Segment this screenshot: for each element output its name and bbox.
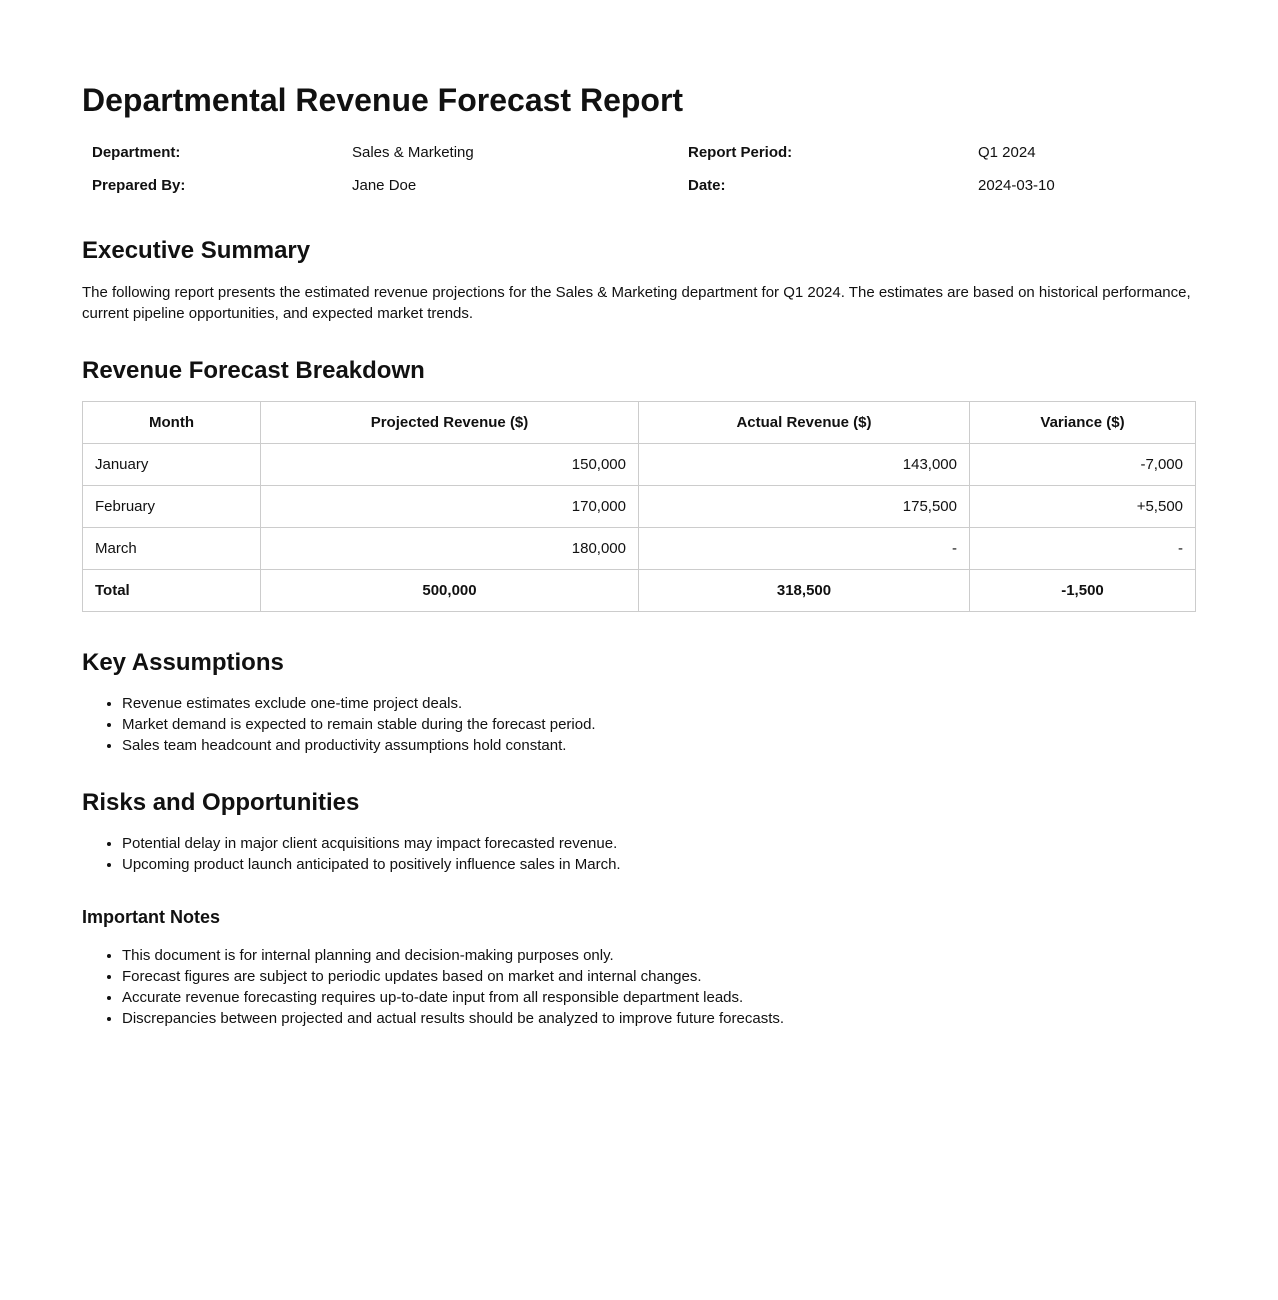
section-heading: Executive Summary	[82, 237, 311, 264]
list-item: This document is for internal planning a…	[122, 945, 1196, 966]
table-row: January 150,000 143,000 -7,000	[82, 443, 1196, 486]
cell-month: March	[82, 527, 261, 570]
list-item: Forecast figures are subject to periodic…	[122, 966, 1196, 987]
notes-list: This document is for internal planning a…	[82, 945, 1196, 1029]
table-row: February 170,000 175,500 +5,500	[82, 485, 1196, 528]
summary-text: The following report presents the estima…	[82, 284, 1191, 322]
section-heading: Revenue Forecast Breakdown	[82, 357, 425, 384]
cell-month: January	[82, 443, 261, 486]
cell-number: 143,000	[638, 443, 970, 486]
meta-value: 2024-03-10	[978, 177, 1055, 194]
total-label: Total	[82, 569, 261, 612]
cell-number: -	[638, 527, 970, 570]
assumption-list: Revenue estimates exclude one-time proje…	[82, 693, 1196, 756]
revenue-table: Month Projected Revenue ($) Actual Revenue…	[82, 401, 1196, 612]
cell-number: 175,500	[638, 485, 970, 528]
total-number: -1,500	[969, 569, 1196, 612]
meta-row: Department: Sales & Marketing Report Per…	[82, 136, 1196, 169]
meta-value: Sales & Marketing	[352, 144, 474, 161]
meta-value: Q1 2024	[978, 144, 1036, 161]
title: Departmental Revenue Forecast Report	[82, 82, 684, 118]
section-heading: Risks and Opportunities	[82, 789, 360, 816]
column-header: Month	[82, 401, 261, 444]
cell-number: 170,000	[260, 485, 639, 528]
list-item: Market demand is expected to remain stab…	[122, 714, 1196, 735]
cell-number: -	[969, 527, 1196, 570]
meta-key: Report Period:	[688, 144, 793, 161]
list-item: Discrepancies between projected and actu…	[122, 1008, 1196, 1029]
list-item: Potential delay in major client acquisit…	[122, 833, 1196, 854]
header-row: Month Projected Revenue ($) Actual Revenue…	[82, 401, 1196, 444]
risk-list: Potential delay in major client acquisit…	[82, 833, 1196, 875]
total-number: 318,500	[638, 569, 970, 612]
meta-row: Prepared By: Jane Doe Date: 2024-03-10	[82, 169, 1196, 202]
meta-value: Jane Doe	[352, 177, 417, 194]
list-item: Sales team headcount and productivity as…	[122, 735, 1196, 756]
cell-number: -7,000	[969, 443, 1196, 486]
meta-key: Department:	[92, 144, 181, 161]
notes-heading: Important Notes	[82, 907, 221, 927]
meta-table: Department: Sales & Marketing Report Per…	[82, 136, 1196, 202]
cell-number: 150,000	[260, 443, 639, 486]
column-header: Actual Revenue ($)	[638, 401, 970, 444]
table-row: March 180,000- -	[82, 527, 1196, 570]
list-item: Upcoming product launch anticipated to p…	[122, 854, 1196, 875]
total-number: 500,000	[260, 569, 639, 612]
meta-key: Date:	[688, 177, 726, 194]
cell-month: February	[82, 485, 261, 528]
section-heading: Key Assumptions	[82, 649, 284, 676]
total-row: Total 500,000 318,500 -1,500	[82, 569, 1196, 612]
document: Departmental Revenue Forecast Report Dep…	[82, 78, 1196, 1029]
cell-number: +5,500	[969, 485, 1196, 528]
cell-number: 180,000	[260, 527, 639, 570]
column-header: Projected Revenue ($)	[260, 401, 639, 444]
list-item: Revenue estimates exclude one-time proje…	[122, 693, 1196, 714]
meta-key: Prepared By:	[92, 177, 186, 194]
list-item: Accurate revenue forecasting requires up…	[122, 987, 1196, 1008]
column-header: Variance ($)	[969, 401, 1196, 444]
